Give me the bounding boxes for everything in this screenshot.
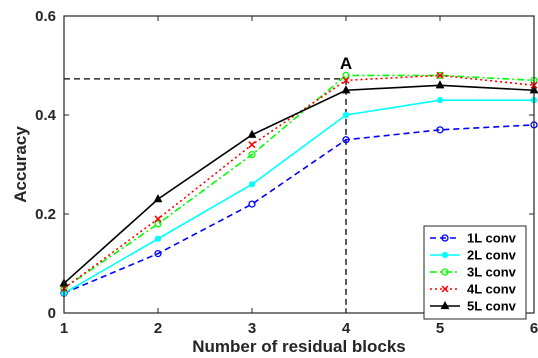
x-axis-label: Number of residual blocks	[192, 337, 406, 356]
y-axis-label: Accuracy	[11, 126, 30, 203]
data-point-3l-conv	[248, 150, 256, 159]
ticks-layer: 1 2 3 4 5 6 0 0.2 0.4 0.6	[35, 8, 538, 337]
series-line-5l-conv	[63, 84, 535, 284]
data-point-4l-conv	[436, 71, 444, 79]
annotation-label-a: A	[340, 54, 352, 73]
x-tick-label: 3	[248, 320, 256, 337]
series-layer	[59, 71, 538, 297]
y-tick-label: 0.4	[35, 107, 57, 124]
legend-marker-5l-conv	[440, 300, 450, 310]
x-tick-label: 6	[530, 320, 538, 337]
data-point-4l-conv	[342, 76, 350, 84]
data-point-3l-conv	[342, 71, 350, 80]
data-point-2l-conv	[342, 111, 350, 119]
legend-entry-4l-conv: 4L conv	[430, 282, 517, 297]
x-tick-label: 4	[342, 320, 351, 337]
legend-label-2l-conv: 2L conv	[467, 248, 517, 263]
data-point-5l-conv	[153, 194, 163, 203]
data-point-4l-conv	[154, 215, 162, 223]
series-line-3l-conv	[63, 74, 535, 289]
x-tick-label: 1	[60, 320, 68, 337]
data-point-2l-conv	[248, 181, 256, 188]
legend-label-1l-conv: 1L conv	[467, 231, 517, 246]
legend-entry-1l-conv: 1L conv	[430, 231, 517, 246]
x-tick-label: 2	[154, 320, 162, 337]
x-tick-label: 5	[436, 320, 444, 337]
legend-label-3l-conv: 3L conv	[467, 265, 517, 280]
legend-label-4l-conv: 4L conv	[467, 282, 517, 297]
series-line-1l-conv	[63, 124, 535, 294]
series-line-2l-conv	[63, 99, 534, 294]
legend-label-5l-conv: 5L conv	[467, 299, 517, 314]
data-point-3l-conv	[154, 220, 162, 228]
reference-lines	[64, 78, 347, 313]
data-point-1l-conv	[342, 136, 350, 144]
data-point-1l-conv	[248, 200, 256, 208]
plot-frame	[63, 15, 535, 314]
data-point-2l-conv	[436, 97, 444, 104]
legend-marker-3l-conv	[441, 268, 449, 276]
data-point-1l-conv	[436, 126, 444, 134]
y-tick-label: 0	[48, 305, 56, 322]
data-point-4l-conv	[248, 141, 256, 149]
series-line-4l-conv	[63, 74, 535, 289]
data-point-2l-conv	[154, 235, 162, 242]
legend-marker-1l-conv	[441, 234, 449, 242]
legend-entry-2l-conv: 2L conv	[430, 248, 517, 263]
data-point-5l-conv	[435, 80, 445, 89]
series-5l-conv	[59, 80, 538, 287]
data-point-5l-conv	[341, 85, 351, 94]
legend-marker-4l-conv	[441, 285, 449, 293]
data-point-1l-conv	[154, 249, 162, 258]
y-tick-label: 0.6	[35, 8, 56, 25]
y-tick-label: 0.2	[35, 206, 56, 223]
legend-entry-5l-conv: 5L conv	[430, 299, 517, 314]
legend: 1L conv 2L conv 3L conv 4L conv 5L conv	[423, 225, 527, 320]
legend-marker-2l-conv	[441, 251, 449, 259]
data-point-5l-conv	[247, 129, 257, 138]
legend-entry-3l-conv: 3L conv	[430, 265, 517, 280]
